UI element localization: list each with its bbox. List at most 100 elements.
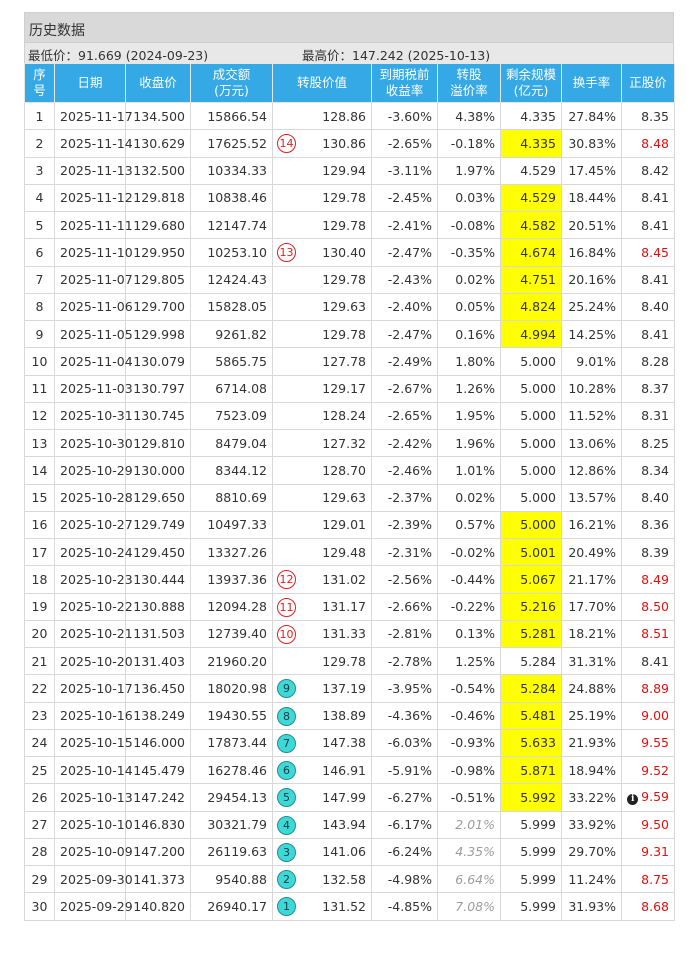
row-seq: 18 (24, 565, 55, 594)
row-amount: 29454.13 (190, 783, 273, 812)
table-row: 8 2025-11-06 129.700 15828.05 129.63 -2.40% 0.… (24, 292, 675, 322)
row-premium: -0.18% (437, 129, 501, 158)
row-seq: 19 (24, 592, 55, 621)
min-price-value: 91.669 (2024-09-23) (78, 48, 209, 63)
table-row: 26 2025-10-13 147.242 29454.13 5 147.99 -6.27%… (24, 783, 675, 812)
row-date: 2025-11-06 (54, 292, 133, 322)
col-seq-header[interactable]: 序号 (24, 63, 55, 103)
info-icon[interactable]: i (627, 794, 639, 806)
row-seq: 11 (24, 374, 55, 403)
row-turnover: 31.93% (561, 892, 622, 921)
row-stock-price: 8.34 (621, 456, 675, 485)
row-amount: 30321.79 (190, 810, 273, 839)
row-ytm: -2.65% (371, 401, 438, 431)
conv-value-text: 128.86 (322, 108, 366, 124)
conv-value-text: 127.78 (322, 353, 366, 369)
col-turnover-header[interactable]: 换手率 (561, 63, 622, 103)
row-ytm: -2.66% (371, 592, 438, 621)
row-seq: 9 (24, 319, 55, 349)
stock-price-text: 8.41 (641, 326, 669, 342)
row-premium: 0.57% (437, 510, 501, 540)
row-turnover: 10.28% (561, 374, 622, 403)
reset-marker-badge: 14 (277, 134, 296, 154)
row-amount: 15828.05 (190, 292, 273, 322)
row-scale: 5.999 (500, 837, 562, 867)
col-premium-header[interactable]: 转股 溢价率 (437, 63, 501, 103)
row-conv-value: 128.24 (272, 401, 372, 431)
row-amount: 10497.33 (190, 510, 273, 540)
row-seq: 30 (24, 892, 55, 921)
row-close: 130.797 (125, 374, 191, 403)
row-conv-value: 12 131.02 (272, 565, 372, 594)
col-close-header[interactable]: 收盘价 (125, 63, 191, 103)
col-date-header[interactable]: 日期 (54, 63, 126, 103)
row-turnover: 11.24% (561, 864, 622, 894)
row-close: 129.650 (125, 483, 191, 512)
row-ytm: -2.47% (371, 238, 438, 267)
table-row: 15 2025-10-28 129.650 8810.69 129.63 -2.37% 0.… (24, 483, 675, 512)
row-conv-value: 127.32 (272, 428, 372, 458)
row-premium: -0.54% (437, 674, 501, 703)
row-conv-value: 9 137.19 (272, 674, 372, 703)
row-scale: 5.284 (500, 646, 562, 676)
reset-marker-badge: 1 (277, 897, 296, 917)
table-row: 27 2025-10-10 146.830 30321.79 4 143.94 -6.17%… (24, 810, 675, 839)
stock-price-text: 8.36 (641, 517, 669, 533)
row-date: 2025-11-14 (54, 129, 133, 158)
conv-value-text: 132.58 (322, 871, 366, 887)
row-ytm: -2.46% (371, 456, 438, 485)
conv-value-text: 128.70 (322, 462, 366, 478)
row-conv-value: 2 132.58 (272, 864, 372, 894)
col-amount-header[interactable]: 成交额 (万元) (190, 63, 273, 103)
stock-price-text: 8.34 (641, 462, 669, 478)
row-amount: 9261.82 (190, 319, 273, 349)
row-close: 132.500 (125, 156, 191, 185)
row-close: 129.810 (125, 428, 191, 458)
row-turnover: 18.21% (561, 619, 622, 649)
row-stock-price: 8.49 (621, 565, 675, 594)
row-seq: 26 (24, 783, 55, 812)
col-conv-value-header[interactable]: 转股价值 (272, 63, 372, 103)
row-date: 2025-10-24 (54, 537, 133, 567)
stock-price-text: 8.37 (641, 381, 669, 397)
row-ytm: -6.24% (371, 837, 438, 867)
conv-value-text: 129.78 (322, 217, 366, 233)
row-seq: 12 (24, 401, 55, 431)
table-row: 16 2025-10-27 129.749 10497.33 129.01 -2.39% 0… (24, 510, 675, 540)
stock-price-text: 9.00 (641, 708, 669, 724)
col-ytm-header[interactable]: 到期税前 收益率 (371, 63, 438, 103)
row-amount: 8810.69 (190, 483, 273, 512)
row-date: 2025-10-13 (54, 783, 133, 812)
stock-price-text: 8.41 (641, 217, 669, 233)
row-turnover: 24.88% (561, 674, 622, 703)
row-scale: 5.992 (500, 783, 562, 812)
row-ytm: -4.98% (371, 864, 438, 894)
row-amount: 8344.12 (190, 456, 273, 485)
row-date: 2025-10-20 (54, 646, 133, 676)
row-seq: 27 (24, 810, 55, 839)
conv-value-text: 129.78 (322, 326, 366, 342)
col-scale-header[interactable]: 剩余规模 (亿元) (500, 63, 562, 103)
row-ytm: -2.81% (371, 619, 438, 649)
row-turnover: 13.57% (561, 483, 622, 512)
conv-value-text: 127.32 (322, 435, 366, 451)
row-close: 129.805 (125, 265, 191, 294)
row-ytm: -2.65% (371, 129, 438, 158)
row-stock-price: 8.31 (621, 401, 675, 431)
row-premium: -0.44% (437, 565, 501, 594)
table-row: 5 2025-11-11 129.680 12147.74 129.78 -2.41% -0… (24, 210, 675, 240)
row-seq: 3 (24, 156, 55, 185)
row-premium: 1.95% (437, 401, 501, 431)
row-scale: 5.284 (500, 674, 562, 703)
row-ytm: -2.40% (371, 292, 438, 322)
stock-price-text: 8.25 (641, 435, 669, 451)
row-amount: 12094.28 (190, 592, 273, 621)
row-date: 2025-10-17 (54, 674, 133, 703)
row-stock-price: 8.36 (621, 510, 675, 540)
row-ytm: -2.45% (371, 183, 438, 213)
row-ytm: -2.56% (371, 565, 438, 594)
history-panel: 历史数据 最低价：91.669 (2024-09-23) 最高价：147.242… (24, 12, 675, 921)
col-stock-price-header[interactable]: 正股价 (621, 63, 675, 103)
row-conv-value: 129.78 (272, 265, 372, 294)
row-conv-value: 11 131.17 (272, 592, 372, 621)
